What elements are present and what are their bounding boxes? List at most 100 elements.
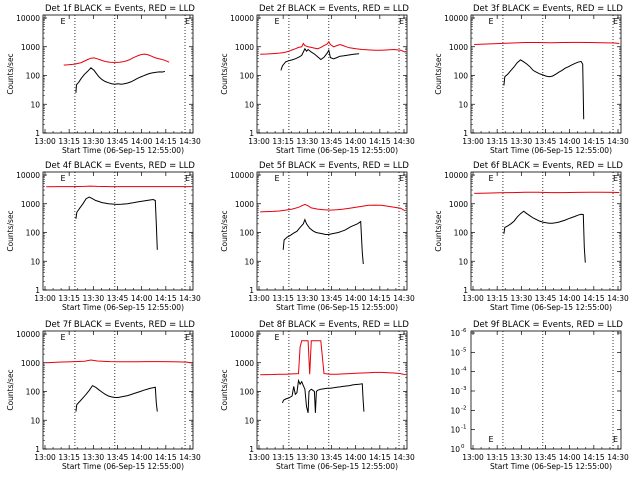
x-tick-label: 14:15 [155,137,177,146]
y-tick-label: 10000 [16,171,40,180]
x-tick-label: 14:15 [155,294,177,303]
y-tick-label: 1000 [235,359,254,368]
event-marker-e: E [613,174,618,183]
series-line-lld [474,41,620,45]
y-tick-exponent: -3 [461,386,467,392]
y-tick-label: 10 [450,329,460,338]
event-marker-e: E [613,435,618,444]
x-tick-label: 14:30 [607,137,629,146]
y-tick-label: 10000 [230,330,254,339]
x-tick-label: 13:45 [321,294,343,303]
y-tick-label: 1000 [235,200,254,209]
x-tick-label: 14:15 [369,294,391,303]
series-line-events [503,210,586,263]
x-tick-label: 14:15 [155,453,177,462]
y-axis-label: Counts/sec [6,210,15,251]
y-tick-label: 10 [244,100,254,109]
event-marker-e: E [489,435,494,444]
x-tick-label: 14:00 [559,294,581,303]
x-tick-label: 13:00 [248,294,270,303]
event-marker-e: E [61,174,66,183]
x-tick-label: 13:30 [511,294,533,303]
x-tick-label: 13:45 [321,453,343,462]
x-tick-label: 13:30 [83,137,105,146]
y-tick-exponent: 0 [461,444,465,450]
y-tick-label: 10 [30,416,40,425]
series-line-events [503,59,585,120]
event-marker-e: E [489,174,494,183]
y-tick-label: 1 [463,286,468,295]
plot-frame [42,14,194,134]
y-axis-label: Counts/sec [434,53,443,94]
y-tick-label: 1 [35,445,40,454]
x-tick-label: 14:00 [131,453,153,462]
x-axis-label: Start Time (06-Sep-15 12:55:00) [62,462,184,471]
y-tick-label: 10 [450,406,460,415]
series-line-lld [474,191,620,194]
y-tick-label: 1000 [449,200,468,209]
x-tick-label: 14:00 [131,137,153,146]
plot-frame [256,14,408,134]
event-marker-e: E [185,174,190,183]
y-tick-label: 1 [249,286,254,295]
plot-frame [42,330,194,450]
y-tick-label: 10000 [230,14,254,23]
x-tick-label: 14:00 [345,453,367,462]
y-tick-label: 10 [30,100,40,109]
series-line-lld [46,185,192,188]
x-tick-label: 13:45 [535,294,557,303]
y-tick-label: 10 [450,426,460,435]
x-tick-label: 13:15 [486,294,508,303]
x-tick-label: 14:30 [179,453,201,462]
x-tick-label: 13:00 [248,137,270,146]
x-tick-label: 13:15 [58,453,80,462]
series-line-lld [46,359,192,364]
y-tick-label: 10 [458,257,468,266]
y-tick-label: 1 [35,286,40,295]
x-tick-label: 13:00 [462,453,484,462]
x-tick-label: 13:15 [486,137,508,146]
event-marker-e: E [275,174,280,183]
x-axis-label: Start Time (06-Sep-15 12:55:00) [276,146,398,155]
y-tick-exponent: -2 [461,405,466,411]
y-tick-exponent: -5 [461,347,467,353]
series-line-lld [260,340,406,376]
chart-title: Det 5f BLACK = Events, RED = LLD [259,161,409,171]
x-tick-label: 13:30 [297,294,319,303]
x-tick-label: 13:15 [272,294,294,303]
y-tick-label: 100 [240,72,255,81]
x-tick-label: 14:00 [131,294,153,303]
x-tick-label: 13:30 [511,137,533,146]
event-marker-e: E [399,17,404,26]
x-tick-label: 13:00 [34,453,56,462]
chart-title: Det 6f BLACK = Events, RED = LLD [473,161,623,171]
y-tick-label: 10000 [444,14,468,23]
series-line-lld [260,203,406,213]
series-line-events [280,47,360,71]
x-tick-label: 14:30 [607,294,629,303]
y-axis-label: Counts/sec [220,53,229,94]
event-marker-e: E [275,333,280,342]
chart-title: Det 3f BLACK = Events, RED = LLD [473,4,623,14]
x-axis-label: Start Time (06-Sep-15 12:55:00) [62,303,184,312]
y-tick-label: 10 [30,257,40,266]
x-tick-label: 13:15 [272,137,294,146]
plot-frame [470,14,622,134]
y-tick-label: 100 [26,229,41,238]
y-tick-label: 1 [249,129,254,138]
x-tick-label: 13:00 [34,294,56,303]
y-tick-label: 1000 [21,200,40,209]
y-tick-label: 10 [450,445,460,454]
y-axis-label: Counts/sec [434,210,443,251]
event-marker-e: E [61,333,66,342]
x-tick-label: 14:30 [393,137,415,146]
x-tick-label: 13:00 [462,137,484,146]
y-tick-label: 100 [454,229,469,238]
y-tick-label: 10 [450,387,460,396]
x-tick-label: 14:15 [583,453,605,462]
